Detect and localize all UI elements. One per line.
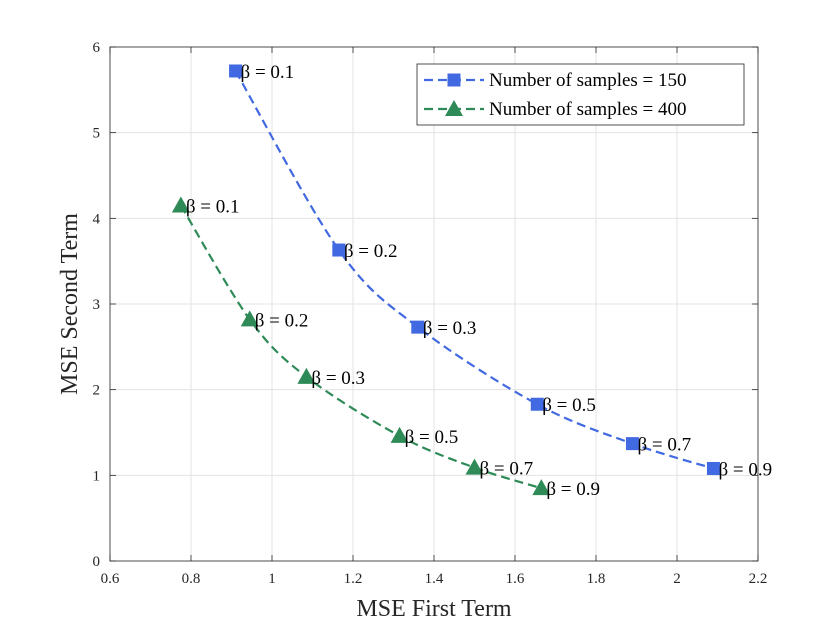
- point-label: β = 0.2: [255, 310, 309, 331]
- point-label: β = 0.1: [241, 62, 295, 83]
- point-label: β = 0.9: [546, 479, 600, 500]
- point-label: β = 0.3: [423, 318, 477, 339]
- series-layer: [171, 64, 720, 496]
- x-tick-label: 2: [673, 571, 681, 587]
- y-tick-label: 2: [93, 383, 101, 399]
- y-tick-label: 4: [93, 211, 101, 227]
- x-tick-label: 1: [268, 571, 276, 587]
- legend-box: [416, 63, 745, 126]
- x-tick-label: 0.8: [182, 571, 201, 587]
- axis-ticks: 0.6 0.8 1 1.2 1.4 1.6 1.8 2 2.2 0 1 2 3 4 5 6: [93, 40, 768, 587]
- y-tick-label: 6: [93, 40, 101, 56]
- series-1: [229, 64, 720, 475]
- y-axis-title: MSE Second Term: [57, 213, 83, 395]
- x-tick-label: 1.4: [425, 571, 444, 587]
- series-2: [171, 196, 551, 496]
- legend: Number of samples = 150 Number of samples…: [416, 63, 745, 126]
- data-point: [229, 64, 243, 78]
- data-point: [532, 479, 551, 496]
- point-label: β = 0.2: [344, 241, 398, 262]
- point-label: β = 0.7: [480, 459, 534, 480]
- data-point: [465, 458, 484, 475]
- legend-marker: [447, 73, 461, 87]
- data-point: [171, 196, 190, 213]
- point-label: β = 0.9: [718, 459, 772, 480]
- y-tick-label: 0: [93, 554, 101, 570]
- data-point: [625, 437, 639, 451]
- x-tick-label: 1.2: [344, 571, 363, 587]
- point-label: β = 0.1: [186, 196, 240, 217]
- point-label: β = 0.7: [637, 435, 691, 456]
- data-point: [240, 310, 259, 327]
- x-tick-label: 2.2: [749, 571, 768, 587]
- point-label: β = 0.3: [311, 368, 365, 389]
- data-point: [411, 320, 425, 334]
- legend-entry-1: Number of samples = 150: [424, 70, 687, 91]
- y-tick-label: 3: [93, 297, 101, 313]
- legend-entry-2: Number of samples = 400: [424, 99, 687, 120]
- data-point: [390, 426, 409, 443]
- legend-marker: [445, 100, 463, 116]
- x-tick-label: 1.8: [587, 571, 606, 587]
- data-point: [530, 397, 544, 411]
- point-labels: β = 0.1 β = 0.2 β = 0.3 β = 0.5 β = 0.7 β = 0…: [186, 62, 772, 500]
- x-tick-label: 1.6: [506, 571, 525, 587]
- point-label: β = 0.5: [405, 427, 459, 448]
- legend-label: Number of samples = 150: [489, 70, 687, 91]
- data-point: [332, 243, 346, 257]
- y-tick-label: 1: [93, 468, 101, 484]
- point-label: β = 0.5: [542, 395, 596, 416]
- data-point: [297, 367, 316, 384]
- legend-label: Number of samples = 400: [489, 99, 687, 120]
- y-tick-label: 5: [93, 126, 101, 142]
- x-tick-label: 0.6: [101, 571, 120, 587]
- data-point: [706, 461, 720, 475]
- x-axis-title: MSE First Term: [356, 596, 512, 622]
